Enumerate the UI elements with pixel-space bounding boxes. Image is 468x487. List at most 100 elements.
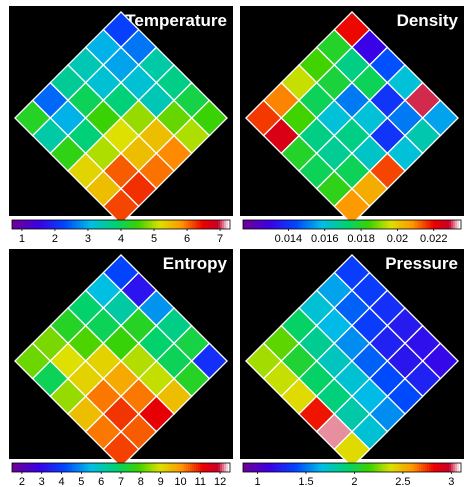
colorbar-tick-label: 11 (195, 476, 206, 485)
colorbar-segment (263, 463, 266, 472)
colorbar-segment (451, 220, 454, 229)
colorbar-segment (204, 220, 207, 229)
colorbar-segment (132, 220, 135, 229)
colorbar-segment (401, 220, 404, 229)
colorbar-segment (66, 463, 69, 472)
colorbar-segment (425, 463, 428, 472)
colorbar-segment (222, 463, 225, 472)
colorbar-segment (152, 463, 155, 472)
colorbar-segment (417, 220, 420, 229)
colorbar-segment (28, 220, 31, 229)
colorbar-segment (343, 220, 346, 229)
colorbar-segment (263, 220, 266, 229)
colorbar-segment (311, 220, 314, 229)
colorbar-segment (42, 220, 45, 229)
heatmap-cell (333, 430, 371, 468)
colorbar-segment (291, 463, 294, 472)
colorbar-segment (411, 220, 414, 229)
colorbar-segment (379, 463, 382, 472)
colorbar (242, 462, 462, 473)
colorbar-segment (309, 220, 312, 229)
colorbar-segment (134, 220, 137, 229)
colorbar-segment (359, 463, 362, 472)
colorbar-segment (162, 463, 165, 472)
colorbar-segment (285, 220, 288, 229)
colorbar-segment (94, 463, 97, 472)
colorbar-segment (220, 220, 223, 229)
colorbar-segment (413, 220, 416, 229)
colorbar-segment (20, 463, 23, 472)
colorbar-segment (453, 463, 456, 472)
colorbar-segment (317, 220, 320, 229)
colorbar (11, 219, 231, 230)
colorbar-segment (84, 220, 87, 229)
colorbar-segment (182, 463, 185, 472)
colorbar-segment (100, 220, 103, 229)
colorbar-segment (355, 220, 358, 229)
colorbar-segment (180, 463, 183, 472)
heatmap-cell (102, 430, 140, 468)
colorbar-segment (301, 220, 304, 229)
colorbar-segment (88, 463, 91, 472)
colorbar-segment (196, 220, 199, 229)
colorbar-segment (411, 463, 414, 472)
colorbar-segment (188, 220, 191, 229)
colorbar-segment (82, 463, 85, 472)
panel-entropy: Entropy 2 3 4 5 6 7 8 9 10 11 12 (9, 249, 233, 485)
colorbar-segment (269, 463, 272, 472)
colorbar-segment (289, 463, 292, 472)
colorbar-segment (104, 220, 107, 229)
colorbar-segment (437, 463, 440, 472)
colorbar-segment (212, 463, 215, 472)
colorbar-segment (14, 463, 17, 472)
colorbar-tick-label: 1 (254, 476, 260, 485)
colorbar-segment (12, 463, 15, 472)
colorbar-segment (335, 463, 338, 472)
colorbar-tick-label: 0.022 (420, 233, 448, 242)
colorbar-segment (80, 463, 83, 472)
colorbar-segment (439, 220, 442, 229)
colorbar-segment (32, 220, 35, 229)
colorbar-segment (275, 463, 278, 472)
colorbar-tick-label: 2 (19, 476, 25, 485)
colorbar-segment (423, 463, 426, 472)
colorbar-segment (136, 220, 139, 229)
colorbar-segment (86, 463, 89, 472)
colorbar-segment (421, 220, 424, 229)
colorbar-segment (106, 463, 109, 472)
colorbar-segment (64, 220, 67, 229)
colorbar-segment (451, 463, 454, 472)
colorbar-segment (325, 463, 328, 472)
colorbar-segment (381, 220, 384, 229)
colorbar-segment (56, 463, 59, 472)
colorbar-segment (445, 463, 448, 472)
colorbar-segment (28, 463, 31, 472)
colorbar-segment (214, 463, 217, 472)
colorbar-segment (100, 463, 103, 472)
colorbar-segment (255, 463, 258, 472)
panel-density: Density 0.014 0.016 0.018 0.02 0.022 (240, 6, 464, 242)
colorbar-segment (365, 463, 368, 472)
colorbar-segment (74, 463, 77, 472)
colorbar-segment (192, 463, 195, 472)
colorbar-segment (433, 220, 436, 229)
panel-pressure: Pressure 1 1.5 2 2.5 3 (240, 249, 464, 485)
colorbar-tick-label: 7 (217, 233, 223, 242)
colorbar-segment (311, 463, 314, 472)
colorbar-segment (409, 220, 412, 229)
colorbar-ticks: 2 3 4 5 6 7 8 9 10 11 12 (19, 472, 226, 485)
colorbar-segment (445, 220, 448, 229)
colorbar-segment (393, 463, 396, 472)
chart-title: Density (397, 11, 459, 30)
colorbar-segment (277, 463, 280, 472)
colorbar-segment (313, 463, 316, 472)
colorbar-segment (393, 220, 396, 229)
colorbar-segment (425, 220, 428, 229)
colorbar-segment (245, 220, 248, 229)
colorbar-segment (385, 220, 388, 229)
colorbar-segment (150, 220, 153, 229)
colorbar-segment (251, 220, 254, 229)
colorbar-segment (351, 463, 354, 472)
colorbar-segment (407, 220, 410, 229)
colorbar-segment (158, 463, 161, 472)
